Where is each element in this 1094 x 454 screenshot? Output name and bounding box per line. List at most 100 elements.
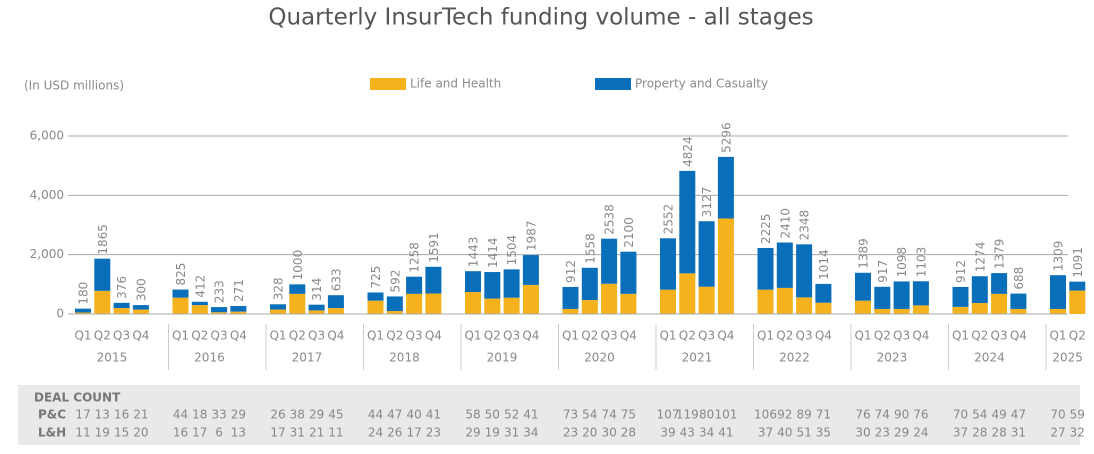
deal-count: 29 (894, 426, 909, 440)
total-label: 412 (193, 275, 207, 298)
deal-count: 45 (328, 408, 343, 422)
x-tick-label: Q3 (308, 329, 325, 343)
deal-count: 58 (465, 408, 480, 422)
chart-title: Quarterly InsurTech funding volume - all… (268, 5, 813, 31)
x-tick-label: Q2 (874, 329, 891, 343)
x-tick-label: Q3 (211, 329, 228, 343)
deal-count: 21 (309, 426, 324, 440)
total-label: 1504 (505, 235, 519, 266)
deal-count: 106 (754, 408, 777, 422)
x-tick-label: Q4 (230, 329, 247, 343)
bar-segment (386, 311, 403, 314)
x-tick-label: Q4 (717, 329, 734, 343)
bar-segment (327, 308, 344, 314)
total-label: 2348 (798, 210, 812, 241)
deal-count: 13 (95, 408, 110, 422)
total-label: 4824 (681, 136, 695, 167)
deal-count: 40 (406, 408, 421, 422)
deal-count: 92 (777, 408, 792, 422)
bar-segment (1050, 275, 1066, 309)
x-tick-label: Q4 (132, 329, 149, 343)
bar-segment (562, 308, 579, 314)
bar-segment (912, 281, 929, 306)
x-tick-label: Q4 (912, 329, 929, 343)
x-tick-label: Q3 (698, 329, 715, 343)
total-label: 912 (564, 260, 578, 283)
deal-count: 27 (1050, 426, 1065, 440)
bar-segment (660, 238, 676, 290)
y-tick-label: 6,000 (30, 129, 64, 143)
deal-count: 34 (699, 426, 714, 440)
bar-segment (776, 287, 793, 314)
x-tick-label: Q3 (893, 329, 910, 343)
bar-segment (484, 272, 501, 299)
total-label: 2225 (759, 213, 773, 244)
x-tick-label: Q1 (367, 329, 384, 343)
x-tick-label: Q2 (581, 329, 598, 343)
deal-count: 11 (328, 426, 343, 440)
total-label: 1591 (427, 232, 441, 263)
x-tick-label: Q1 (757, 329, 774, 343)
bar-segment (327, 295, 344, 309)
deal-count: 33 (211, 408, 226, 422)
bar-segment (503, 297, 520, 314)
total-label: 2538 (603, 204, 617, 235)
legend-label: Life and Health (410, 77, 501, 91)
total-label: 1414 (486, 238, 500, 269)
x-tick-label: Q1 (1049, 329, 1066, 343)
total-label: 180 (77, 282, 91, 305)
total-label: 1091 (1071, 247, 1085, 278)
total-label: 1865 (96, 224, 110, 255)
bar-segment (132, 309, 149, 314)
deal-count-row-label: P&C (38, 408, 66, 422)
deal-count: 30 (855, 426, 870, 440)
x-tick-label: Q1 (659, 329, 676, 343)
total-label: 328 (272, 277, 286, 300)
bar-segment (815, 302, 832, 314)
x-tick-label: Q3 (991, 329, 1008, 343)
x-tick-label: Q2 (484, 329, 501, 343)
x-tick-label: Q2 (386, 329, 403, 343)
bar-segment (172, 297, 189, 314)
deal-count: 28 (972, 426, 987, 440)
total-label: 917 (876, 260, 890, 283)
deal-count: 43 (680, 426, 695, 440)
total-label: 1000 (291, 250, 305, 281)
bar-segment (874, 286, 891, 309)
year-label: 2016 (194, 351, 225, 365)
total-label: 1014 (817, 249, 831, 280)
total-label: 725 (369, 266, 383, 289)
bar-segment (601, 283, 618, 314)
deal-count: 51 (796, 426, 811, 440)
x-tick-label: Q1 (269, 329, 286, 343)
deal-count: 29 (309, 408, 324, 422)
deal-count-row-label: L&H (38, 426, 66, 440)
deal-count: 47 (1011, 408, 1026, 422)
year-label: 2015 (97, 351, 128, 365)
total-label: 3127 (700, 187, 714, 218)
bar-segment (1010, 293, 1027, 309)
deal-count: 23 (875, 426, 890, 440)
x-tick-label: Q1 (172, 329, 189, 343)
deal-count: 50 (485, 408, 500, 422)
x-tick-label: Q4 (620, 329, 637, 343)
deal-count: 17 (406, 426, 421, 440)
bar-segment (211, 312, 228, 314)
deal-count: 54 (582, 408, 597, 422)
year-label: 2017 (292, 351, 323, 365)
x-tick-label: Q1 (74, 329, 91, 343)
total-label: 1309 (1052, 241, 1066, 272)
year-label: 2022 (779, 351, 810, 365)
bar-segment (75, 308, 91, 313)
year-label: 2023 (877, 351, 908, 365)
bar-segment (522, 255, 539, 285)
deal-count: 19 (95, 426, 110, 440)
bar-segment (1069, 290, 1086, 314)
deal-count: 35 (816, 426, 831, 440)
legend-swatch (370, 78, 406, 90)
bar-segment (815, 283, 832, 303)
bar-segment (698, 286, 715, 314)
deal-count: 16 (173, 426, 188, 440)
deal-count: 70 (1050, 408, 1065, 422)
x-tick-label: Q3 (406, 329, 423, 343)
